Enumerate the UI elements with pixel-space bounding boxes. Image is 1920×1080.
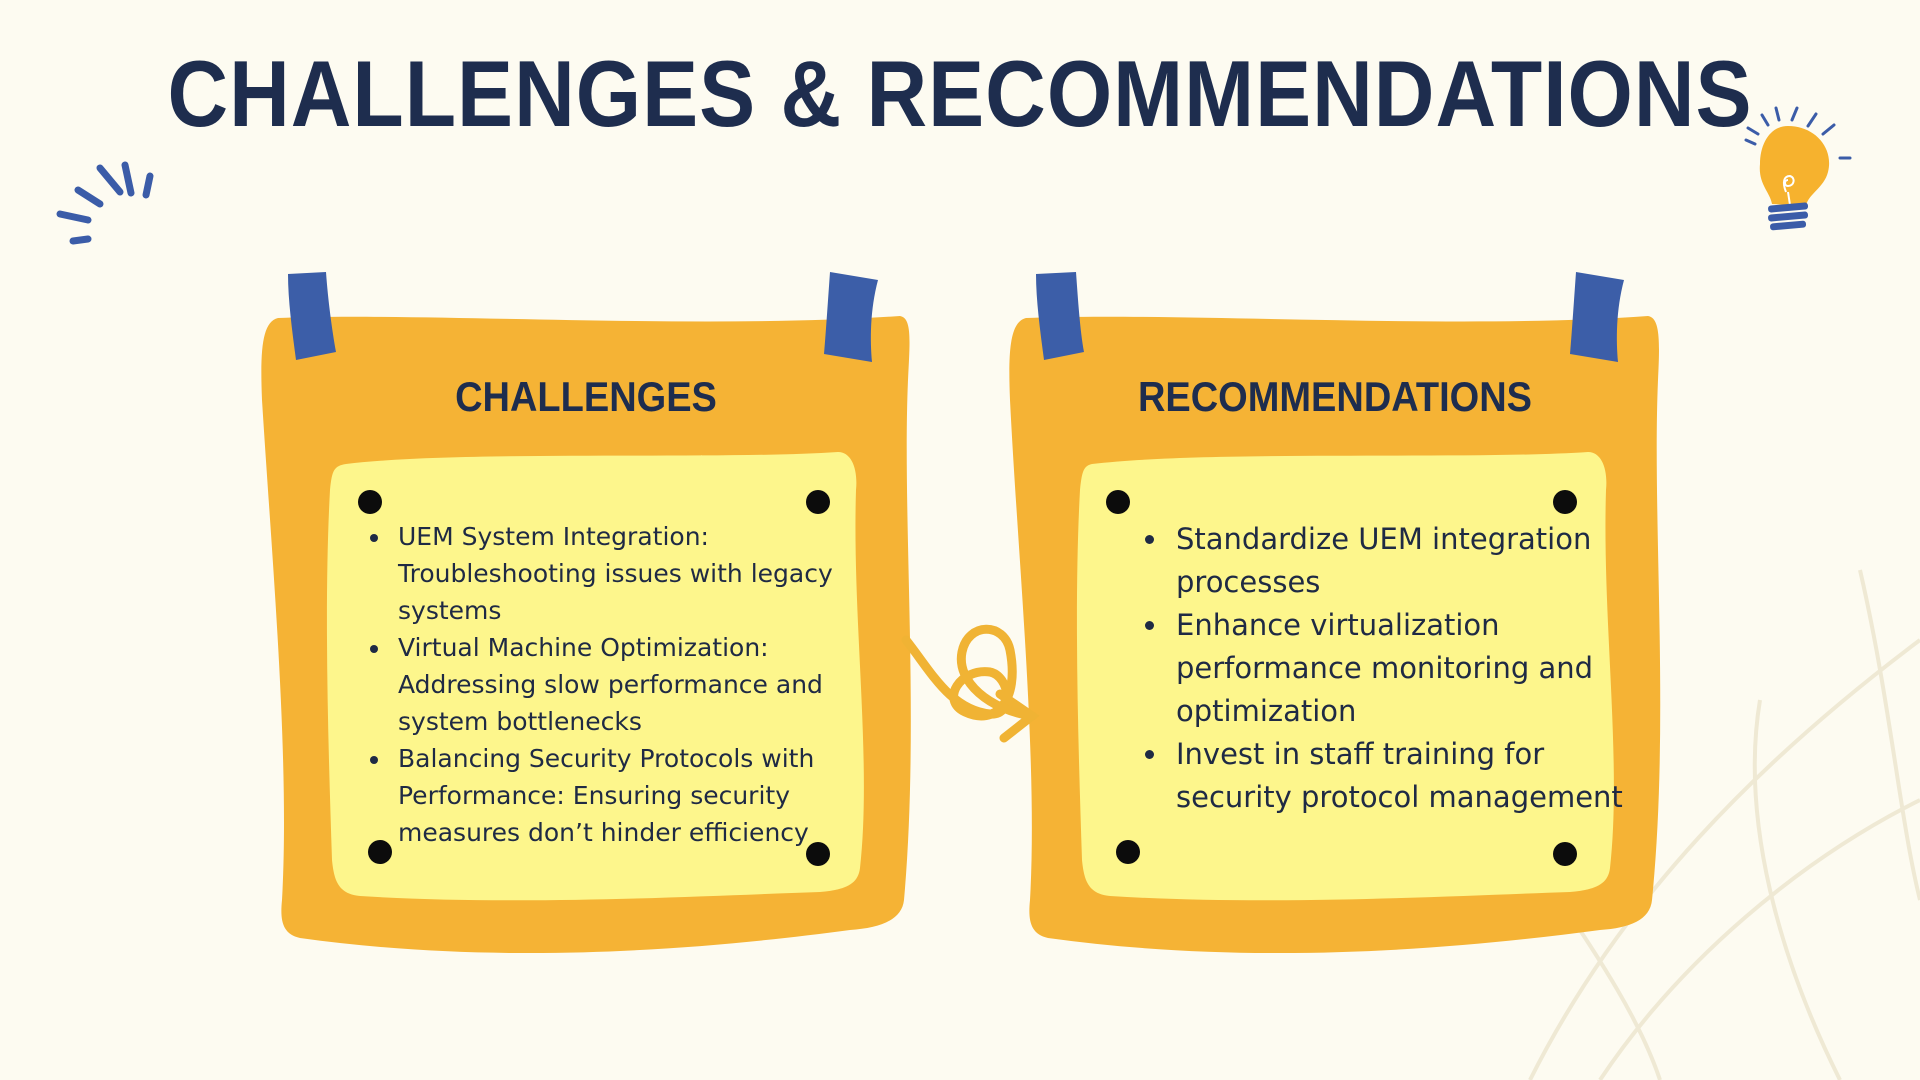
list-item: UEM System Integration: Troubleshooting … <box>392 518 870 629</box>
note-pins <box>1106 490 1577 866</box>
list-item: Invest in staff training for security pr… <box>1170 733 1630 819</box>
tape-right <box>824 272 878 362</box>
curly-arrow-icon <box>901 624 1040 743</box>
slide-title: CHALLENGES & RECOMMENDATIONS <box>167 41 1753 147</box>
tape-right <box>1570 272 1624 362</box>
lightbulb-icon <box>1744 106 1852 231</box>
recommendations-board <box>1009 272 1661 954</box>
challenges-heading: CHALLENGES <box>455 374 717 422</box>
list-item: Standardize UEM integration processes <box>1170 518 1630 604</box>
list-item: Virtual Machine Optimization: Addressing… <box>392 629 870 740</box>
recommendations-list: Standardize UEM integration processes En… <box>1142 518 1630 819</box>
challenges-board <box>261 272 911 954</box>
list-item: Balancing Security Protocols with Perfor… <box>392 740 870 851</box>
background-doodle-lines <box>1528 569 1920 1080</box>
tape-left <box>288 272 336 360</box>
list-item: Enhance virtualization performance monit… <box>1170 604 1630 733</box>
note-pins <box>358 490 830 866</box>
sparkle-lines-icon <box>56 161 154 245</box>
tape-left <box>1036 272 1084 360</box>
recommendations-heading: RECOMMENDATIONS <box>1137 374 1533 422</box>
challenges-list: UEM System Integration: Troubleshooting … <box>364 518 870 851</box>
